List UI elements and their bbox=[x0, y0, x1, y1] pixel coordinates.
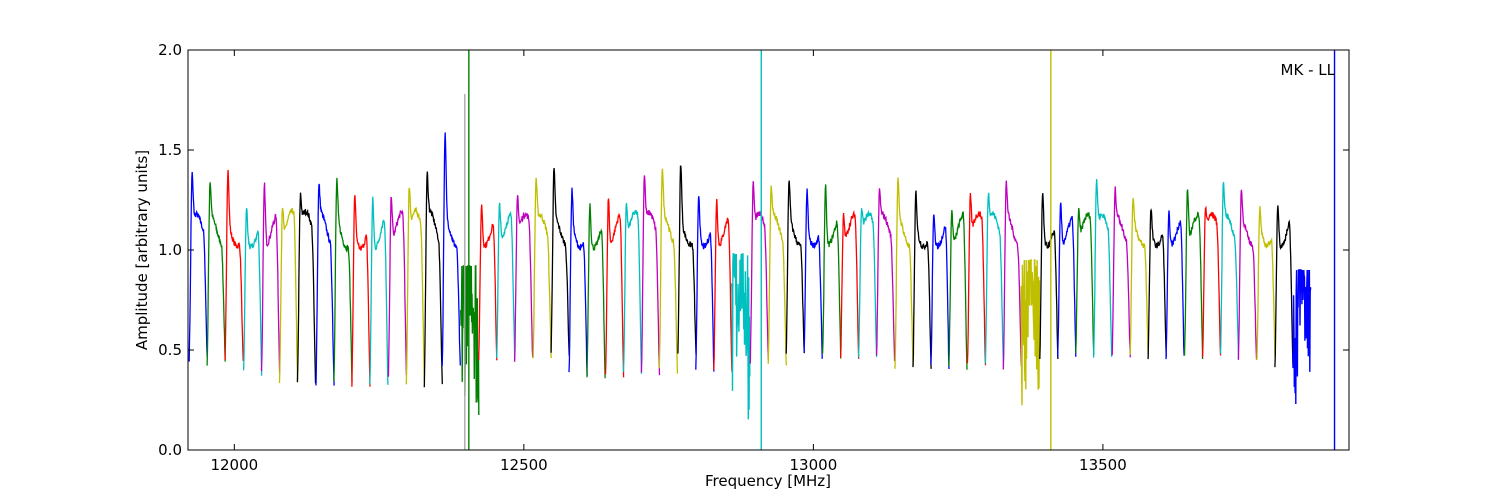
series-line bbox=[1219, 182, 1240, 359]
ticks-layer: 12000 12500 13000 13500 0.0 0.5 1.0 1.5 2.0 bbox=[158, 41, 1349, 474]
series-line bbox=[1147, 208, 1167, 360]
series-line bbox=[1201, 205, 1222, 358]
series-line bbox=[478, 204, 498, 361]
series-line bbox=[278, 207, 299, 384]
series-line bbox=[749, 181, 770, 364]
series-line bbox=[296, 192, 317, 384]
series-line bbox=[405, 187, 426, 385]
x-tick-label: 13000 bbox=[790, 456, 838, 474]
series-line bbox=[1292, 269, 1312, 405]
x-tick-label: 12500 bbox=[500, 456, 548, 474]
series-line bbox=[1002, 180, 1023, 370]
x-tick-label: 13500 bbox=[1079, 456, 1127, 474]
series-line bbox=[767, 185, 787, 366]
series-line bbox=[550, 168, 570, 356]
series-line bbox=[242, 208, 263, 376]
x-tick-label: 12000 bbox=[210, 456, 258, 474]
series-line bbox=[188, 172, 208, 362]
series-line bbox=[966, 192, 987, 366]
series-line bbox=[1039, 193, 1059, 360]
series-line bbox=[568, 187, 588, 376]
y-tick-label: 0.0 bbox=[158, 441, 182, 459]
series-line bbox=[1075, 207, 1095, 356]
series-line bbox=[930, 214, 950, 370]
series-line bbox=[532, 177, 552, 359]
series-line bbox=[513, 195, 534, 362]
series-line bbox=[803, 188, 823, 359]
series-line bbox=[839, 210, 860, 359]
series-line bbox=[1165, 210, 1185, 360]
series-line bbox=[731, 253, 751, 420]
series-line bbox=[351, 195, 371, 387]
series-line bbox=[658, 168, 679, 374]
series-line bbox=[622, 203, 643, 374]
y-tick-label: 0.5 bbox=[158, 341, 182, 359]
series-line bbox=[1129, 198, 1149, 357]
series-line bbox=[894, 177, 914, 369]
series-line bbox=[857, 208, 878, 358]
series-line bbox=[1183, 189, 1204, 360]
series-line bbox=[948, 209, 968, 370]
series-line bbox=[260, 182, 281, 374]
series-line bbox=[677, 165, 697, 355]
series-line bbox=[875, 188, 896, 362]
x-axis-label: Frequency [MHz] bbox=[705, 472, 831, 490]
series-line bbox=[586, 203, 606, 379]
y-tick-label: 2.0 bbox=[158, 41, 182, 59]
series-line bbox=[423, 171, 443, 388]
series-line bbox=[1057, 202, 1077, 357]
series-line bbox=[640, 175, 661, 376]
series-line bbox=[695, 196, 715, 372]
y-tick-label: 1.5 bbox=[158, 141, 182, 159]
series-line bbox=[713, 198, 733, 372]
series-line bbox=[333, 177, 353, 383]
series-line bbox=[912, 190, 932, 369]
series-line bbox=[1237, 189, 1258, 360]
series-line bbox=[387, 196, 408, 377]
series-line bbox=[1111, 186, 1131, 358]
series-line bbox=[1274, 205, 1294, 368]
series-line bbox=[369, 196, 389, 385]
series-line bbox=[460, 265, 480, 416]
series-line bbox=[785, 180, 805, 354]
series-line bbox=[821, 184, 842, 359]
series-line bbox=[604, 198, 625, 378]
y-tick-label: 1.0 bbox=[158, 241, 182, 259]
series-line bbox=[1092, 178, 1113, 358]
series-line bbox=[206, 182, 226, 366]
series-line bbox=[984, 192, 1005, 367]
series-line bbox=[495, 202, 516, 360]
series-line bbox=[315, 183, 335, 386]
series-line bbox=[441, 132, 461, 366]
series-line bbox=[224, 169, 244, 362]
series-line bbox=[1020, 259, 1041, 406]
series-line bbox=[1256, 206, 1276, 361]
annotation-label: MK - LL bbox=[1281, 61, 1336, 79]
y-axis-label: Amplitude [arbitrary units] bbox=[133, 150, 151, 350]
series-layer bbox=[188, 50, 1336, 450]
